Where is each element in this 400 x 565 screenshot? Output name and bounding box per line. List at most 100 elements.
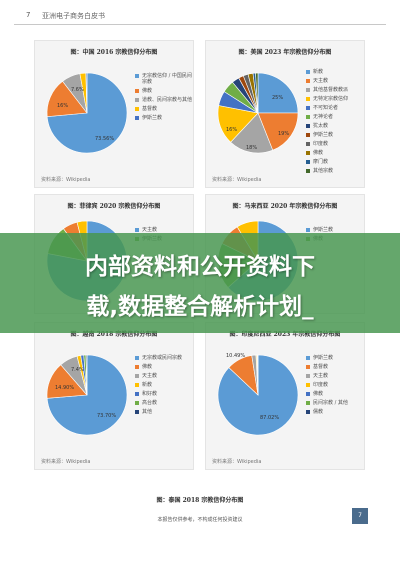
legend-item: 犹太教 [306, 123, 364, 129]
source-note: 资料来源：Wikipedia [41, 459, 91, 465]
legend-swatch [135, 107, 139, 111]
legend-swatch [306, 160, 310, 164]
page-header: 7 亚洲电子商务白皮书 [0, 0, 400, 28]
legend-label: 基督教 [313, 364, 329, 370]
legend-swatch [135, 74, 139, 78]
panel-title: 图：美国 2023 年宗教信仰分布图 [238, 49, 332, 56]
chart-panel-usa: 图：美国 2023 年宗教信仰分布图 25% 19% 18% 16% 新教 天主教… [205, 40, 365, 188]
legend-label: 无神论者 [313, 114, 334, 120]
legend-label: 伊斯兰教 [313, 132, 334, 138]
page-number-box: 7 [352, 508, 368, 524]
legend-swatch [306, 401, 310, 405]
legend-label: 天主教 [313, 78, 329, 84]
pie-label: 14.90% [55, 385, 75, 391]
pie-label: 16% [226, 127, 238, 133]
pie-label: 18% [246, 145, 258, 151]
legend-swatch [135, 228, 139, 232]
legend-label: 无特定宗教信仰 [313, 96, 349, 102]
legend-label: 道教、民间宗教与其他 [142, 97, 193, 103]
legend-label: 伊斯兰教 [313, 227, 334, 233]
legend-label: 新教 [142, 382, 153, 388]
legend-item: 伊斯兰教 [306, 355, 364, 361]
legend-item: 伊斯兰教 [135, 115, 193, 121]
panel-title: 图：印度尼西亚 2023 年宗教信仰分布图 [229, 331, 341, 338]
legend-label: 基督教 [142, 106, 158, 112]
pie-label: 10.49% [226, 353, 246, 359]
chart-legend: 伊斯兰教基督教天主教印度教佛教民间宗教 / 其他儒教 [306, 355, 364, 418]
legend-label: 印度教 [313, 141, 329, 147]
legend-swatch [306, 228, 310, 232]
pie-label: 16% [57, 103, 69, 109]
legend-label: 印度教 [313, 382, 329, 388]
pie-chart [46, 72, 128, 154]
legend-item: 天主教 [135, 373, 193, 379]
legend-label: 伊斯兰教 [142, 115, 163, 121]
legend-label: 佛教 [142, 88, 153, 94]
legend-label: 摩门教 [313, 159, 329, 165]
pie-label: 7.4% [71, 367, 84, 373]
legend-item: 新教 [306, 69, 364, 75]
legend-item: 其他 [135, 409, 193, 415]
legend-label: 伊斯兰教 [313, 355, 334, 361]
legend-label: 儒教 [313, 409, 324, 415]
legend-label: 高台教 [142, 400, 158, 406]
legend-label: 犹太教 [313, 123, 329, 129]
legend-swatch [135, 410, 139, 414]
source-note: 资料来源：Wikipedia [212, 177, 262, 183]
legend-item: 佛教 [306, 150, 364, 156]
chart-legend: 无宗教信仰 / 中国民间宗教佛教道教、民间宗教与其他 基督教伊斯兰教 [135, 73, 193, 124]
pie-label: 73.70% [97, 413, 117, 419]
legend-label: 佛教 [313, 150, 324, 156]
legend-item: 其他基督教教派 [306, 87, 364, 93]
legend-swatch [135, 116, 139, 120]
legend-swatch [135, 383, 139, 387]
header-divider [14, 24, 386, 25]
legend-label: 无宗教或民间宗教 [142, 355, 183, 361]
pie-chart [217, 354, 299, 436]
panel-title: 图：中国 2016 宗教信仰分布图 [70, 49, 158, 56]
legend-swatch [135, 365, 139, 369]
legend-item: 伊斯兰教 [306, 227, 364, 233]
legend-item: 无宗教或民间宗教 [135, 355, 193, 361]
legend-swatch [306, 365, 310, 369]
legend-item: 无神论者 [306, 114, 364, 120]
pie-chart [217, 72, 299, 154]
legend-label: 无宗教信仰 / 中国民间宗教 [142, 73, 192, 85]
legend-item: 印度教 [306, 141, 364, 147]
chart-panel-china: 图：中国 2016 宗教信仰分布图 73.56% 16% 7.6% 无宗教信仰 … [34, 40, 194, 188]
legend-item: 道教、民间宗教与其他 [135, 97, 193, 103]
legend-swatch [306, 115, 310, 119]
chart-panel-vietnam: 图：越南 2018 宗教信仰分布图 73.70% 14.90% 7.4% 无宗教… [34, 322, 194, 470]
banner-line-1: 内部资料和公开资料下 [85, 254, 315, 280]
pie-slice [255, 72, 259, 114]
pie-label: 73.56% [95, 136, 115, 142]
pie-slice [85, 354, 88, 396]
legend-swatch [306, 410, 310, 414]
header-page-number: 7 [26, 11, 31, 19]
legend-label: 天主教 [313, 373, 329, 379]
legend-item: 高台教 [135, 400, 193, 406]
legend-swatch [306, 133, 310, 137]
legend-swatch [306, 392, 310, 396]
pie-slice [257, 72, 299, 114]
legend-label: 和好教 [142, 391, 158, 397]
pie-label: 87.02% [260, 415, 280, 421]
legend-item: 印度教 [306, 382, 364, 388]
legend-swatch [135, 392, 139, 396]
legend-swatch [306, 70, 310, 74]
legend-item: 基督教 [135, 106, 193, 112]
source-note: 资料来源：Wikipedia [41, 177, 91, 183]
legend-item: 儒教 [306, 409, 364, 415]
legend-swatch [135, 356, 139, 360]
legend-item: 佛教 [306, 391, 364, 397]
legend-item: 佛教 [135, 364, 193, 370]
legend-item: 无宗教信仰 / 中国民间宗教 [135, 73, 193, 85]
legend-item: 和好教 [135, 391, 193, 397]
pie-label: 19% [278, 131, 290, 137]
legend-label: 其他宗教 [313, 168, 334, 174]
legend-item: 民间宗教 / 其他 [306, 400, 364, 406]
legend-item: 天主教 [135, 227, 193, 233]
panel-title: 图：越南 2018 宗教信仰分布图 [70, 331, 158, 338]
pie-slice [230, 112, 274, 154]
legend-swatch [135, 374, 139, 378]
